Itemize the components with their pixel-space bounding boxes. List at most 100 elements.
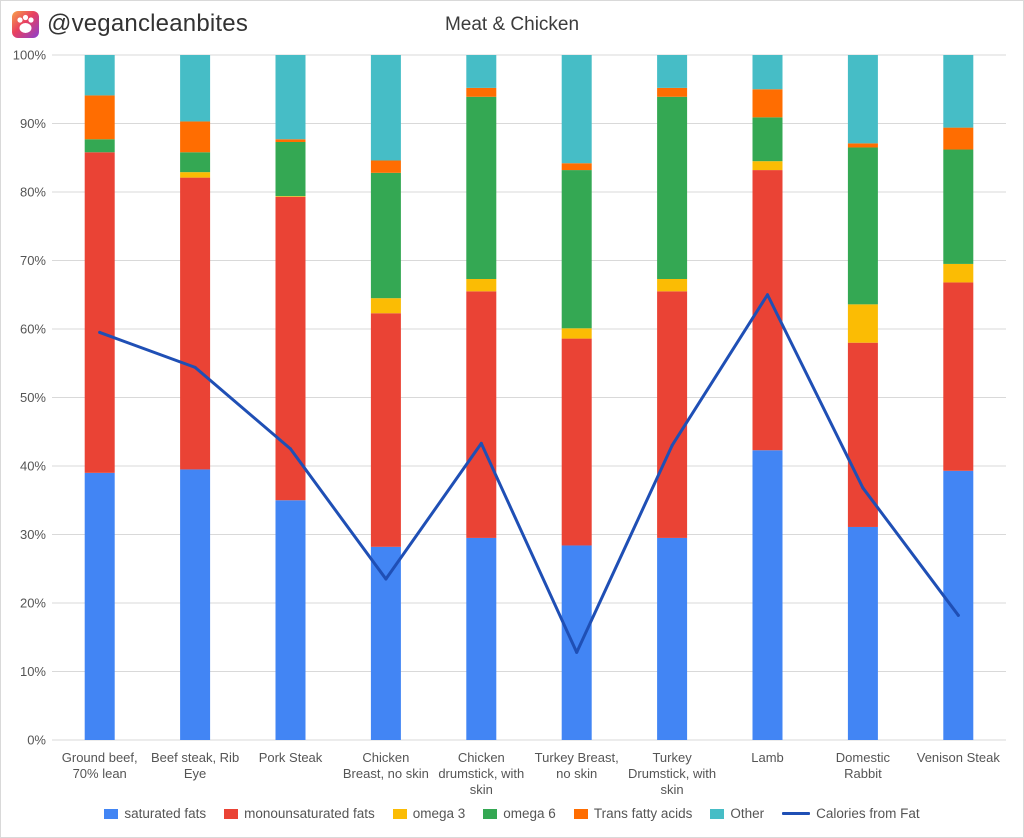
legend-swatch bbox=[224, 808, 239, 819]
bar-segment-other bbox=[847, 55, 878, 144]
y-tick-label: 100% bbox=[13, 48, 47, 63]
legend-label: Other bbox=[730, 806, 765, 821]
x-tick-label: Lamb bbox=[751, 750, 784, 765]
bar-segment-saturated-fats bbox=[180, 469, 211, 740]
line-point bbox=[193, 365, 197, 369]
legend-label: omega 3 bbox=[412, 806, 466, 821]
bar-segment-saturated-fats bbox=[561, 545, 592, 740]
legend-label: saturated fats bbox=[124, 806, 207, 821]
bar-segment-saturated-fats bbox=[275, 500, 306, 740]
bar-segment-omega-3 bbox=[657, 278, 688, 292]
bar-segment-omega-3 bbox=[466, 278, 497, 292]
bar-segment-trans-fatty-acids bbox=[180, 121, 211, 153]
bar-segment-monounsaturated-fats bbox=[943, 282, 974, 471]
bar-segment-other bbox=[657, 55, 688, 88]
y-tick-label: 20% bbox=[20, 596, 46, 611]
x-tick-label: Turkey Drumstick, with skin bbox=[628, 750, 716, 797]
bar-segment-trans-fatty-acids bbox=[561, 163, 592, 171]
y-tick-label: 70% bbox=[20, 253, 46, 268]
bar-segment-omega-3 bbox=[561, 328, 592, 339]
bar-segment-monounsaturated-fats bbox=[180, 177, 211, 470]
bar-segment-monounsaturated-fats bbox=[561, 338, 592, 546]
line-point bbox=[766, 293, 769, 297]
legend-swatch bbox=[710, 808, 725, 819]
bar-segment-trans-fatty-acids bbox=[466, 87, 497, 97]
legend-swatch bbox=[573, 808, 588, 819]
bar-segment-other bbox=[466, 55, 497, 88]
bar-segment-omega-3 bbox=[275, 196, 306, 197]
y-tick-label: 0% bbox=[27, 733, 46, 748]
bar-segment-omega-6 bbox=[275, 141, 306, 197]
bar-segment-monounsaturated-fats bbox=[84, 152, 115, 473]
brand-handle: @vegancleanbites bbox=[47, 10, 249, 37]
legend-label: omega 6 bbox=[503, 806, 556, 821]
bar-segment-omega-6 bbox=[466, 96, 497, 279]
y-tick-label: 80% bbox=[20, 185, 46, 200]
bar-segment-saturated-fats bbox=[847, 526, 878, 740]
bar-segment-omega-3 bbox=[180, 172, 211, 178]
brand-header: @vegancleanbites bbox=[12, 10, 248, 38]
legend-label: Calories from Fat bbox=[816, 806, 920, 821]
legend-item: omega 6 bbox=[483, 806, 556, 821]
bar-segment-omega-3 bbox=[370, 298, 401, 314]
legend-swatch bbox=[782, 812, 811, 815]
bar-segment-other bbox=[561, 55, 592, 164]
y-tick-label: 90% bbox=[20, 116, 46, 131]
bar-segment-other bbox=[752, 55, 783, 90]
bar-segment-omega-6 bbox=[943, 149, 974, 264]
legend-item: Calories from Fat bbox=[782, 806, 920, 821]
bar-segment-saturated-fats bbox=[657, 537, 688, 740]
bar-segment-omega-6 bbox=[752, 117, 783, 162]
bar-segment-saturated-fats bbox=[943, 470, 974, 740]
bar-segment-omega-6 bbox=[847, 147, 878, 305]
x-tick-label: Chicken drumstick, with skin bbox=[438, 750, 524, 797]
x-tick-label: Chicken Breast, no skin bbox=[343, 750, 429, 781]
bar-segment-trans-fatty-acids bbox=[752, 89, 783, 118]
x-tick-label: Pork Steak bbox=[259, 750, 323, 765]
legend-item: omega 3 bbox=[392, 806, 466, 821]
x-tick-label: Domestic Rabbit bbox=[836, 750, 891, 781]
bar-segment-other bbox=[943, 55, 974, 128]
bar-segment-monounsaturated-fats bbox=[657, 291, 688, 538]
bar-segment-other bbox=[370, 55, 401, 161]
x-tick-label: Ground beef, 70% lean bbox=[62, 750, 138, 781]
line-point bbox=[98, 330, 102, 334]
legend-swatch bbox=[483, 808, 498, 819]
chart-legend: saturated fats monounsaturated fats omega … bbox=[0, 806, 1024, 821]
legend-label: Trans fatty acids bbox=[593, 806, 693, 821]
bar-segment-omega-6 bbox=[84, 139, 115, 153]
bar-segment-saturated-fats bbox=[752, 450, 783, 740]
bar-segment-other bbox=[180, 55, 211, 122]
y-tick-label: 40% bbox=[20, 459, 46, 474]
legend-item: saturated fats bbox=[104, 806, 206, 821]
x-tick-label: Turkey Breast, no skin bbox=[535, 750, 619, 781]
line-point bbox=[670, 443, 674, 447]
line-point bbox=[384, 577, 388, 581]
bar-segment-trans-fatty-acids bbox=[847, 143, 878, 148]
bar-segment-other bbox=[84, 55, 115, 96]
x-tick-label: Beef steak, Rib Eye bbox=[151, 750, 239, 781]
legend-swatch bbox=[392, 808, 407, 819]
bar-segment-saturated-fats bbox=[370, 546, 401, 740]
y-tick-label: 30% bbox=[20, 527, 46, 542]
x-tick-label: Venison Steak bbox=[917, 750, 1001, 765]
bar-segment-saturated-fats bbox=[84, 472, 115, 740]
bar-segment-omega-3 bbox=[847, 304, 878, 343]
chart-title: Meat & Chicken bbox=[444, 14, 580, 35]
bar-segment-omega-3 bbox=[752, 161, 783, 171]
bar-segment-monounsaturated-fats bbox=[466, 291, 497, 538]
legend-swatch bbox=[104, 808, 119, 819]
bar-segment-omega-6 bbox=[370, 172, 401, 299]
bar-segment-trans-fatty-acids bbox=[84, 95, 115, 140]
legend-item: Other bbox=[710, 806, 764, 821]
bar-segment-monounsaturated-fats bbox=[275, 196, 306, 501]
line-point bbox=[479, 441, 483, 445]
legend-item: Trans fatty acids bbox=[573, 806, 693, 821]
calories-from-fat-line bbox=[98, 293, 960, 654]
bar-segment-monounsaturated-fats bbox=[370, 313, 401, 547]
line-point bbox=[289, 447, 292, 451]
bar-segment-trans-fatty-acids bbox=[943, 127, 974, 150]
bar-segment-omega-6 bbox=[561, 170, 592, 329]
paw-print-icon bbox=[12, 10, 39, 38]
